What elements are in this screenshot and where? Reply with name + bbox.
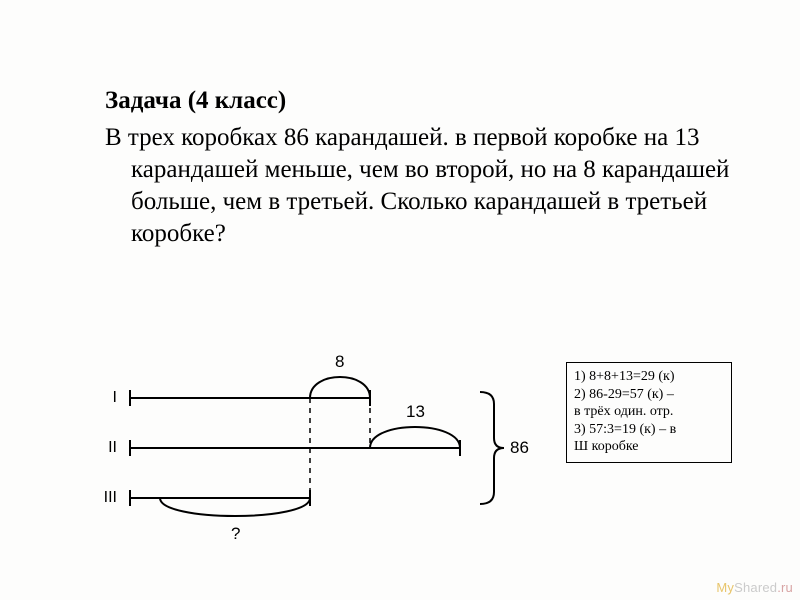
solution-line: 3) 57:3=19 (к) – в	[574, 421, 724, 439]
arc-label-13: 13	[406, 402, 425, 422]
solution-line: Ш коробке	[574, 438, 724, 456]
arc-label-question: ?	[231, 524, 240, 544]
diagram-svg	[95, 328, 565, 548]
brace-label-86: 86	[510, 438, 529, 458]
solution-box: 1) 8+8+13=29 (к) 2) 86-29=57 (к) – в трё…	[566, 362, 732, 463]
problem-title: Задача (4 класс)	[105, 85, 730, 118]
solution-line: в трёх один. отр.	[574, 403, 724, 421]
row-label-1: I	[97, 389, 117, 407]
watermark-my: My	[716, 580, 734, 595]
row-label-3: III	[97, 489, 117, 507]
row-label-2: II	[97, 439, 117, 457]
problem-text: В трех коробках 86 карандашей. в первой …	[105, 122, 730, 250]
solution-line: 2) 86-29=57 (к) –	[574, 386, 724, 404]
solution-line: 1) 8+8+13=29 (к)	[574, 368, 724, 386]
watermark: MyShared.ru	[716, 580, 793, 595]
watermark-ru: .ru	[777, 580, 793, 595]
arc-label-8: 8	[335, 352, 344, 372]
watermark-shared: Shared	[734, 580, 777, 595]
